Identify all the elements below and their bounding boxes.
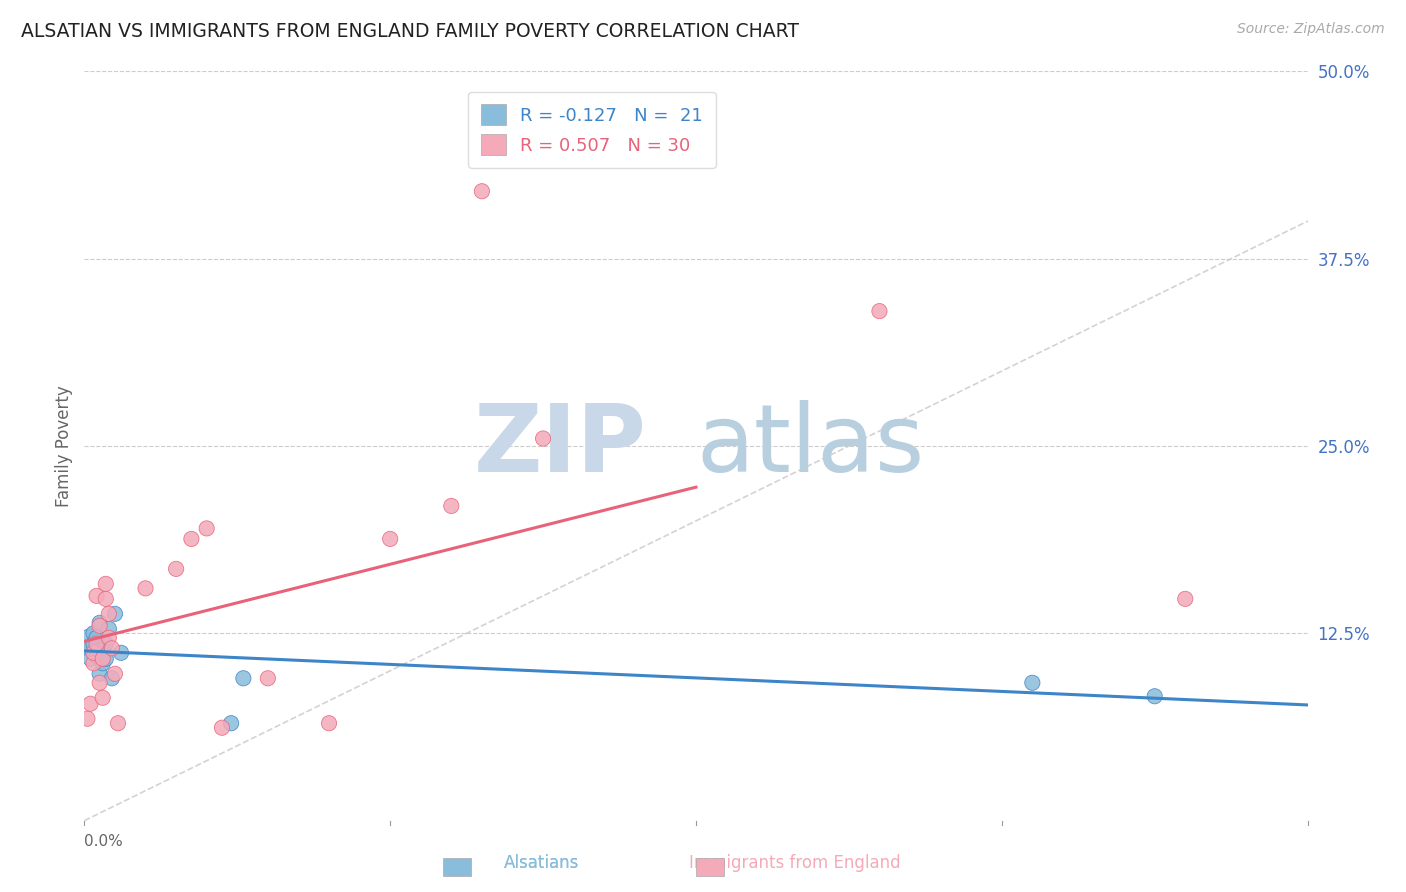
Point — [94, 637, 117, 651]
Point — [89, 675, 111, 690]
Point — [232, 671, 254, 685]
Point — [83, 657, 105, 671]
Point — [89, 666, 111, 681]
Text: atlas: atlas — [696, 400, 924, 492]
Point — [110, 646, 132, 660]
Point — [97, 607, 120, 621]
Point — [91, 657, 114, 671]
Point — [91, 641, 114, 656]
Point — [318, 716, 340, 731]
Point — [91, 652, 114, 666]
Point — [380, 532, 402, 546]
Point — [76, 641, 98, 656]
Text: Alsatians: Alsatians — [503, 855, 579, 872]
Point — [440, 499, 463, 513]
Point — [94, 652, 117, 666]
Point — [1174, 591, 1197, 606]
Point — [180, 532, 202, 546]
Text: 0.0%: 0.0% — [84, 834, 124, 849]
Point — [83, 646, 105, 660]
Point — [97, 622, 120, 636]
Point — [471, 184, 494, 198]
Text: Immigrants from England: Immigrants from England — [689, 855, 900, 872]
Point — [104, 607, 127, 621]
Point — [86, 589, 108, 603]
Point — [94, 591, 117, 606]
Point — [86, 637, 108, 651]
Text: Alsatians: Alsatians — [503, 855, 579, 872]
Point — [76, 712, 98, 726]
Point — [79, 633, 101, 648]
Point — [165, 562, 187, 576]
Point — [86, 648, 108, 663]
Text: ALSATIAN VS IMMIGRANTS FROM ENGLAND FAMILY POVERTY CORRELATION CHART: ALSATIAN VS IMMIGRANTS FROM ENGLAND FAMI… — [21, 22, 799, 41]
Point — [869, 304, 891, 318]
Point — [83, 626, 105, 640]
Point — [195, 521, 218, 535]
Legend: R = -0.127   N =  21, R = 0.507   N = 30: R = -0.127 N = 21, R = 0.507 N = 30 — [468, 92, 716, 168]
Point — [1021, 675, 1043, 690]
Y-axis label: Family Poverty: Family Poverty — [55, 385, 73, 507]
Point — [79, 697, 101, 711]
Point — [104, 666, 127, 681]
Point — [94, 577, 117, 591]
Point — [91, 690, 114, 705]
Point — [97, 631, 120, 645]
Point — [531, 432, 554, 446]
Point — [79, 652, 101, 666]
Point — [211, 721, 233, 735]
Text: ZIP: ZIP — [474, 400, 647, 492]
Point — [135, 582, 157, 596]
Point — [219, 716, 242, 731]
Point — [257, 671, 280, 685]
Point — [89, 615, 111, 630]
Point — [1143, 690, 1166, 704]
Point — [107, 716, 129, 731]
Point — [101, 641, 124, 656]
Point — [89, 619, 111, 633]
Point — [83, 637, 105, 651]
Point — [86, 631, 108, 645]
Text: Source: ZipAtlas.com: Source: ZipAtlas.com — [1237, 22, 1385, 37]
Point — [101, 671, 124, 685]
